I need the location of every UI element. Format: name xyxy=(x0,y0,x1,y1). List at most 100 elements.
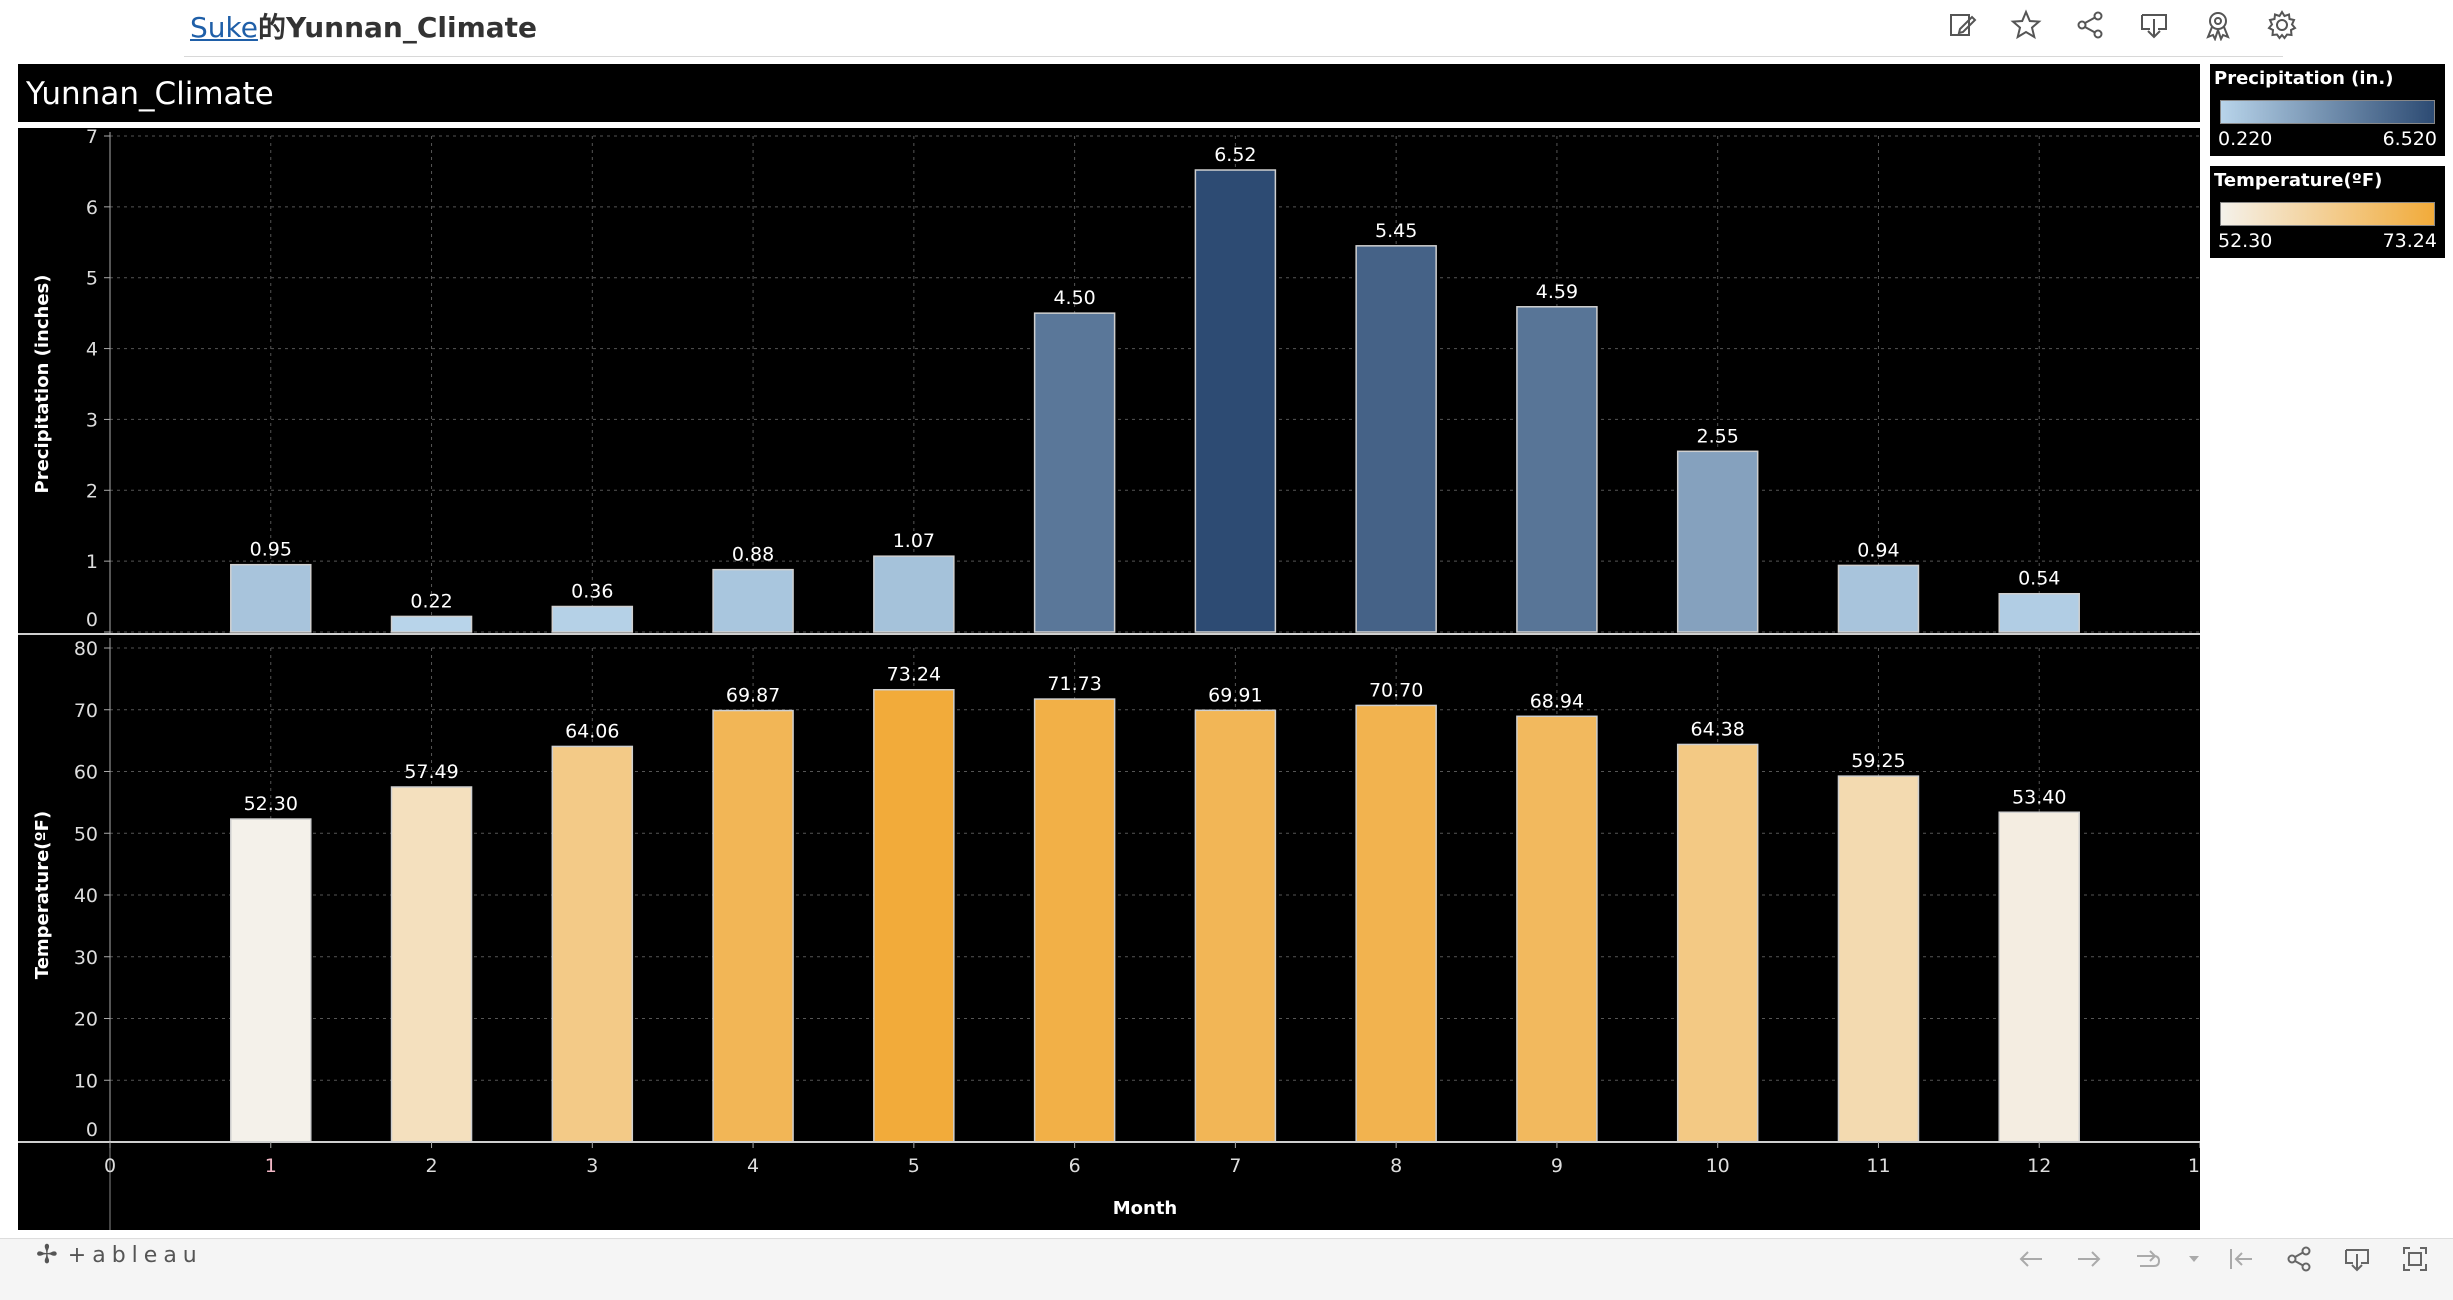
temp-data-label: 53.40 xyxy=(2012,786,2066,808)
owner-link[interactable]: Suke xyxy=(190,11,258,44)
x-tick-label: 0 xyxy=(104,1155,116,1177)
temp-ytick-label: 20 xyxy=(74,1009,98,1031)
metrics-icon[interactable] xyxy=(2197,6,2239,44)
title-connector: 的 xyxy=(257,11,286,44)
temp-bar xyxy=(1033,698,1116,1143)
temp-data-label: 64.06 xyxy=(565,720,619,742)
precip-bar xyxy=(712,568,794,633)
precip-ytick-label: 1 xyxy=(86,551,98,573)
footer-toolbar xyxy=(2013,1242,2433,1276)
precip-ytick-label: 6 xyxy=(86,197,98,219)
precip-bar xyxy=(1676,450,1759,633)
precipitation-legend-min: 0.220 xyxy=(2218,128,2273,150)
top-bar: Suke的Yunnan_Climate xyxy=(0,0,2453,57)
temp-ytick-label: 0 xyxy=(86,1119,98,1141)
precip-ytick-label: 2 xyxy=(86,480,98,502)
bottom-toolbar xyxy=(0,1238,2453,1300)
edit-icon[interactable] xyxy=(1941,6,1983,44)
workbook-title: Suke的Yunnan_Climate xyxy=(190,6,537,46)
temp-data-label: 59.25 xyxy=(1851,750,1905,772)
precipitation-legend-max: 6.520 xyxy=(2382,128,2437,150)
temp-data-label: 52.30 xyxy=(244,793,298,815)
temp-bar xyxy=(1998,811,2080,1143)
download-icon[interactable] xyxy=(2339,1242,2375,1276)
temp-data-label: 69.91 xyxy=(1208,684,1262,706)
header-toolbar xyxy=(1941,6,2303,44)
chevron-down-icon[interactable] xyxy=(2187,1242,2201,1276)
temperature-legend[interactable]: Temperature(ºF) 52.30 73.24 xyxy=(2210,166,2445,258)
x-tick-label: 3 xyxy=(586,1155,598,1177)
fullscreen-icon[interactable] xyxy=(2397,1242,2433,1276)
x-tick-label: 9 xyxy=(1551,1155,1563,1177)
precip-bar xyxy=(1837,564,1920,633)
header-divider xyxy=(184,56,2283,57)
dashboard-title: Yunnan_Climate xyxy=(18,64,2200,122)
star-icon[interactable] xyxy=(2005,6,2047,44)
tableau-wordmark: +ableau xyxy=(67,1242,203,1268)
temp-bar xyxy=(712,709,794,1143)
download-icon[interactable] xyxy=(2133,6,2175,44)
temp-ytick-label: 70 xyxy=(74,700,98,722)
x-tick-label: 5 xyxy=(908,1155,920,1177)
x-tick-label: 4 xyxy=(747,1155,759,1177)
precip-ytick-label: 7 xyxy=(86,128,98,148)
precipitation-legend-title: Precipitation (in.) xyxy=(2214,68,2394,89)
replay-icon[interactable] xyxy=(2129,1242,2165,1276)
precip-data-label: 0.54 xyxy=(2018,568,2060,590)
precip-bar xyxy=(1516,306,1598,633)
x-tick-label: 12 xyxy=(2027,1155,2051,1177)
x-tick-label: 7 xyxy=(1229,1155,1241,1177)
x-tick-label: 1 xyxy=(265,1155,277,1177)
precip-ytick-label: 5 xyxy=(86,268,98,290)
temp-data-label: 57.49 xyxy=(404,761,458,783)
temp-ytick-label: 60 xyxy=(74,762,98,784)
share-icon[interactable] xyxy=(2069,6,2111,44)
precip-bar xyxy=(390,615,473,633)
temp-bar xyxy=(1194,709,1277,1143)
precip-bar xyxy=(1194,169,1277,633)
share-icon[interactable] xyxy=(2281,1242,2317,1276)
temp-ytick-label: 80 xyxy=(74,638,98,660)
temperature-color-ramp xyxy=(2220,202,2435,226)
precip-data-label: 0.36 xyxy=(571,580,613,602)
precip-data-label: 4.50 xyxy=(1053,287,1095,309)
precip-bar xyxy=(551,605,634,633)
precip-bar xyxy=(873,555,955,633)
temp-data-label: 70.70 xyxy=(1369,679,1423,701)
precip-bar xyxy=(230,563,312,633)
precip-data-label: 6.52 xyxy=(1214,144,1256,166)
precip-data-label: 1.07 xyxy=(893,530,935,552)
x-tick-label: 11 xyxy=(1866,1155,1890,1177)
redo-icon[interactable] xyxy=(2071,1242,2107,1276)
precip-bar xyxy=(1998,592,2080,633)
x-tick-label: 8 xyxy=(1390,1155,1402,1177)
tableau-mark-icon: ✢ xyxy=(36,1240,58,1270)
temp-data-label: 73.24 xyxy=(887,664,941,686)
precip-ytick-label: 3 xyxy=(86,409,98,431)
undo-icon[interactable] xyxy=(2013,1242,2049,1276)
temp-bar xyxy=(873,688,955,1143)
tableau-logo[interactable]: ✢ +ableau xyxy=(36,1240,203,1270)
temp-bar xyxy=(390,786,473,1143)
temp-bar xyxy=(230,818,312,1143)
x-tick-label: 6 xyxy=(1069,1155,1081,1177)
precip-ytick-label: 0 xyxy=(86,609,98,631)
workbook-name: Yunnan_Climate xyxy=(285,11,538,44)
precipitation-color-ramp xyxy=(2220,100,2435,124)
precip-y-axis-label: Precipitation (inches) xyxy=(32,275,53,494)
x-axis-label: Month xyxy=(1113,1198,1178,1219)
temp-bar xyxy=(1837,775,1920,1143)
revert-icon[interactable] xyxy=(2223,1242,2259,1276)
x-tick-label: 2 xyxy=(425,1155,437,1177)
temp-bar xyxy=(1355,704,1437,1143)
gear-icon[interactable] xyxy=(2261,6,2303,44)
precipitation-legend[interactable]: Precipitation (in.) 0.220 6.520 xyxy=(2210,64,2445,156)
temp-bar xyxy=(1516,715,1598,1143)
temp-bar xyxy=(551,745,634,1143)
precip-bar xyxy=(1355,245,1437,633)
dashboard-title-text: Yunnan_Climate xyxy=(26,76,274,112)
precip-ytick-label: 4 xyxy=(86,339,98,361)
temperature-legend-title: Temperature(ºF) xyxy=(2214,170,2383,191)
temp-bar xyxy=(1676,743,1759,1143)
